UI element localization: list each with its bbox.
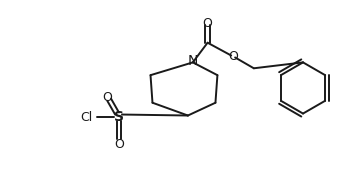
Text: O: O [114, 138, 124, 150]
Text: O: O [228, 50, 238, 63]
Text: O: O [102, 91, 112, 104]
Text: O: O [203, 17, 213, 30]
Text: N: N [187, 54, 198, 68]
Text: S: S [114, 110, 124, 125]
Text: Cl: Cl [80, 111, 93, 124]
